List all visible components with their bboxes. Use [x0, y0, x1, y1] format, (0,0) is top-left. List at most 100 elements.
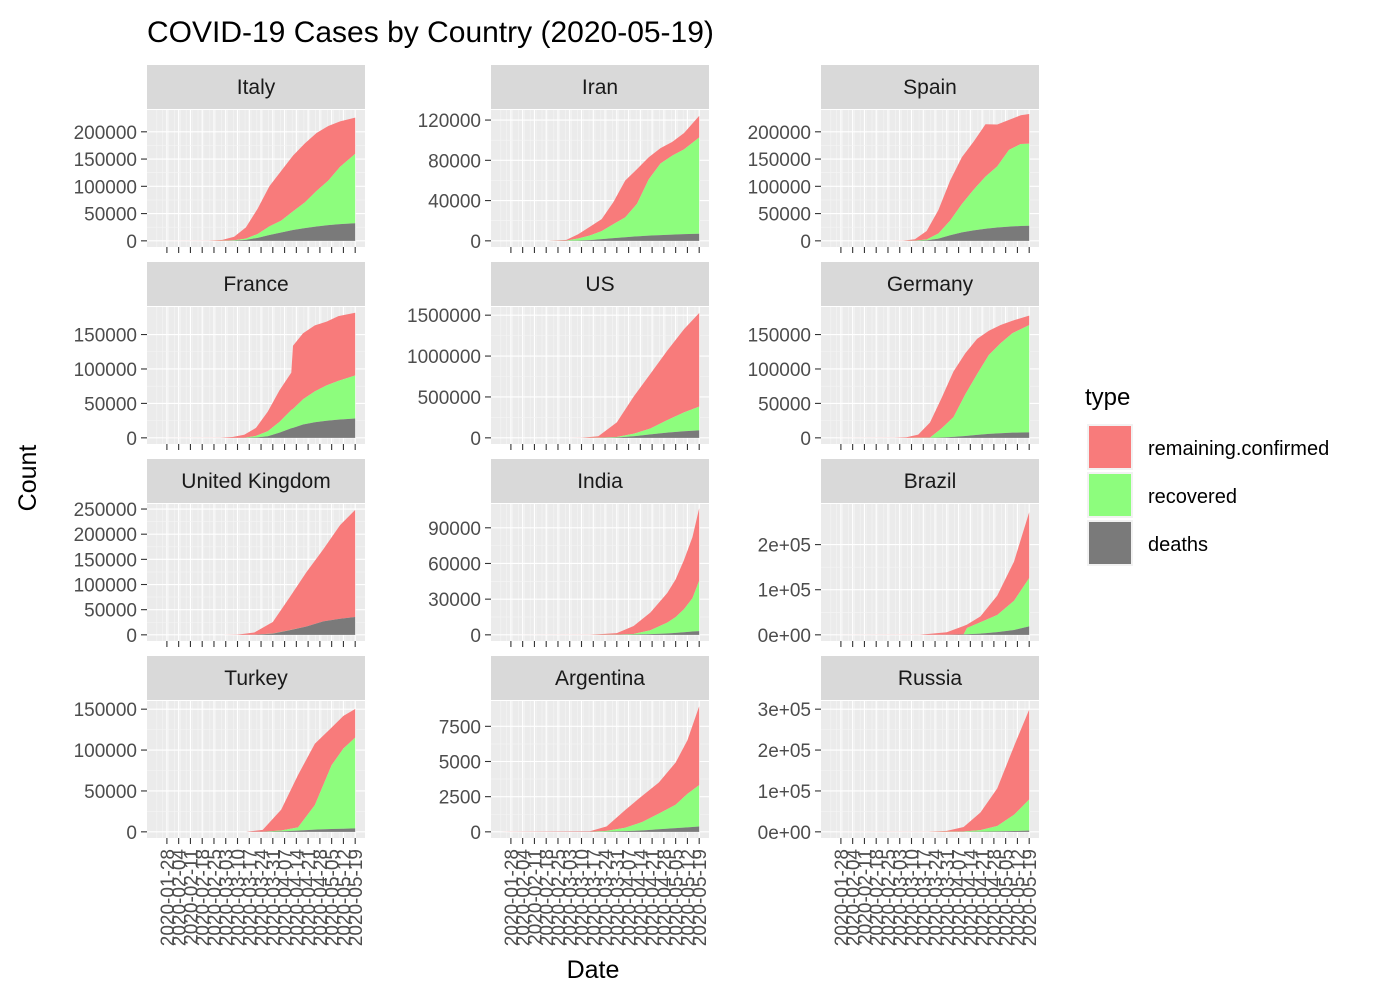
y-tick-label: 1e+05 — [758, 782, 811, 803]
strip-label: Argentina — [555, 667, 645, 690]
x-tick-label: 2020-02-04 — [514, 849, 535, 947]
area-remaining-confirmed — [500, 313, 700, 438]
legend-label-deaths: deaths — [1148, 534, 1208, 556]
panel-argentina: Argentina02500500075002020-01-282020-02-… — [439, 656, 711, 946]
x-tick-label: 2020-04-21 — [299, 849, 320, 946]
x-tick-label: 2020-03-17 — [240, 849, 261, 946]
y-tick-label: 0 — [470, 823, 481, 844]
x-tick-label: 2020-04-07 — [620, 849, 641, 946]
area-deaths — [500, 826, 700, 832]
x-tick-label: 2020-05-12 — [678, 849, 699, 946]
panel-italy: Italy 0 50000 100000 150000 200000 — [74, 65, 365, 253]
y-tick-label: 150000 — [74, 700, 137, 721]
strip-label: France — [223, 273, 288, 296]
x-tick-label: 2020-05-12 — [1008, 849, 1029, 946]
area-remaining-confirmed — [156, 509, 356, 635]
x-tick-label: 2020-02-25 — [549, 849, 570, 946]
y-tick-label: 100000 — [74, 741, 137, 762]
y-tick-label: 50000 — [84, 601, 137, 622]
area-remaining-confirmed — [830, 315, 1030, 438]
y-tick-label: 50000 — [758, 394, 811, 415]
x-tick-label: 2020-02-04 — [170, 849, 191, 947]
y-tick-label: 60000 — [428, 554, 481, 575]
y-tick-label: 200000 — [74, 123, 137, 144]
x-tick-label: 2020-03-24 — [596, 849, 617, 947]
strip-background — [147, 262, 365, 306]
x-tick-label: 2020-04-07 — [276, 849, 297, 946]
area-recovered — [156, 153, 356, 241]
area-recovered — [500, 580, 700, 635]
legend-key-deaths — [1089, 522, 1131, 564]
strip-label: US — [585, 273, 614, 296]
area-deaths — [156, 418, 356, 438]
strip-background — [491, 65, 709, 109]
y-tick-label: 150000 — [748, 150, 811, 171]
area-deaths — [156, 223, 356, 241]
y-tick-label: 0 — [126, 232, 137, 253]
x-tick-label: 2020-02-18 — [867, 849, 888, 946]
x-tick-label: 2020-05-05 — [997, 849, 1018, 946]
area-recovered — [500, 406, 700, 438]
x-tick-label: 2020-05-05 — [323, 849, 344, 946]
area-recovered — [156, 375, 356, 438]
area-recovered — [830, 143, 1030, 241]
x-tick-label: 2020-02-25 — [205, 849, 226, 946]
x-tick-label: 2020-03-10 — [903, 849, 924, 946]
y-tick-label: 7500 — [439, 717, 481, 738]
strip-background — [821, 656, 1039, 700]
strip-background — [821, 459, 1039, 503]
strip-background — [147, 656, 365, 700]
x-tick-label: 2020-04-28 — [655, 849, 676, 946]
y-tick-label: 0 — [470, 232, 481, 253]
area-recovered — [830, 799, 1030, 832]
legend-label-recovered: recovered — [1148, 486, 1237, 508]
x-tick-label: 2020-04-28 — [311, 849, 332, 946]
strip-background — [147, 459, 365, 503]
y-tick-label: 0 — [126, 823, 137, 844]
y-tick-label: 150000 — [74, 550, 137, 571]
strip-label: United Kingdom — [181, 470, 330, 493]
x-tick-label: 2020-03-31 — [938, 849, 959, 946]
x-tick-label: 2020-03-10 — [573, 849, 594, 946]
x-tick-label: 2020-02-11 — [181, 849, 202, 945]
area-remaining-confirmed — [830, 113, 1030, 241]
x-tick-label: 2020-05-19 — [690, 849, 711, 946]
y-tick-label: 150000 — [748, 326, 811, 347]
area-remaining-confirmed — [156, 709, 356, 832]
x-tick-label: 2020-03-17 — [914, 849, 935, 946]
x-tick-label: 2020-04-07 — [950, 849, 971, 946]
legend-title: type — [1085, 384, 1130, 411]
x-tick-label: 2020-02-11 — [525, 849, 546, 945]
strip-background — [491, 262, 709, 306]
x-tick-label: 2020-05-19 — [1020, 849, 1041, 946]
area-recovered — [500, 785, 700, 832]
panel-turkey: Turkey0500001000001500002020-01-282020-0… — [74, 656, 367, 947]
strip-label: Brazil — [904, 470, 957, 493]
x-tick-label: 2020-03-10 — [229, 849, 250, 946]
x-tick-label: 2020-02-18 — [537, 849, 558, 946]
strip-background — [821, 65, 1039, 109]
area-deaths — [830, 830, 1030, 832]
strip-background — [491, 459, 709, 503]
panels: Italy050000100000150000200000Iran0400008… — [74, 65, 1041, 947]
y-tick-label: 0e+00 — [758, 626, 811, 647]
y-tick-label: 1e+05 — [758, 581, 811, 602]
y-axis-title: Count — [14, 445, 42, 512]
legend-key-recovered — [1089, 474, 1131, 516]
area-deaths — [500, 430, 700, 438]
panel-us: US 0 500000 1000000 1500000 — [407, 262, 709, 450]
x-tick-label: 2020-02-11 — [855, 849, 876, 945]
y-tick-label: 0 — [800, 429, 811, 450]
x-axis-title: Date — [567, 956, 620, 984]
x-tick-label: 2020-05-12 — [334, 849, 355, 946]
legend-label-remaining-confirmed: remaining.confirmed — [1148, 438, 1329, 460]
strip-background — [821, 262, 1039, 306]
y-tick-label: 50000 — [84, 205, 137, 226]
area-deaths — [830, 432, 1030, 438]
y-tick-label: 3e+05 — [758, 700, 811, 721]
x-tick-label: 2020-01-28 — [158, 849, 179, 946]
y-tick-label: 100000 — [74, 177, 137, 198]
y-tick-label: 50000 — [758, 205, 811, 226]
x-tick-label: 2020-04-14 — [631, 849, 652, 947]
panel-india: India 0 30000 60000 90000 — [428, 459, 709, 647]
